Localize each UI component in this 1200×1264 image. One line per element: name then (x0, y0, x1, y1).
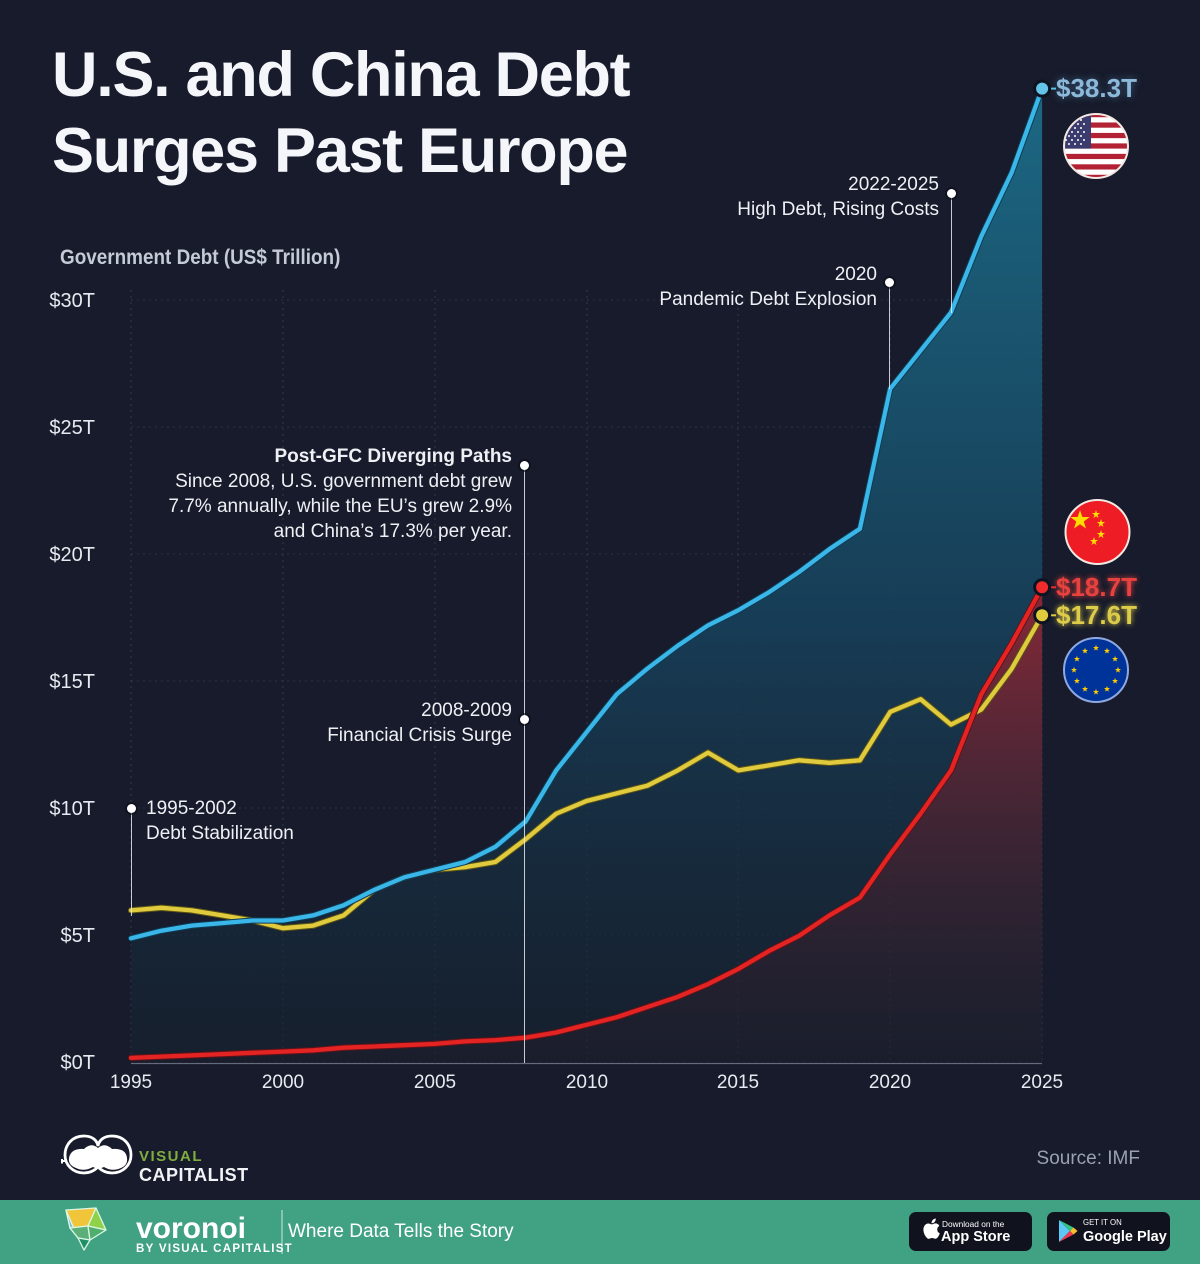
svg-text:BY VISUAL CAPITALIST: BY VISUAL CAPITALIST (136, 1243, 293, 1255)
svg-text:Download on the: Download on the (942, 1219, 1005, 1229)
svg-text:App Store: App Store (941, 1229, 1010, 1245)
svg-text:voronoi: voronoi (136, 1212, 246, 1245)
svg-text:GET IT ON: GET IT ON (1083, 1218, 1122, 1227)
svg-text:Google Play: Google Play (1083, 1229, 1167, 1245)
